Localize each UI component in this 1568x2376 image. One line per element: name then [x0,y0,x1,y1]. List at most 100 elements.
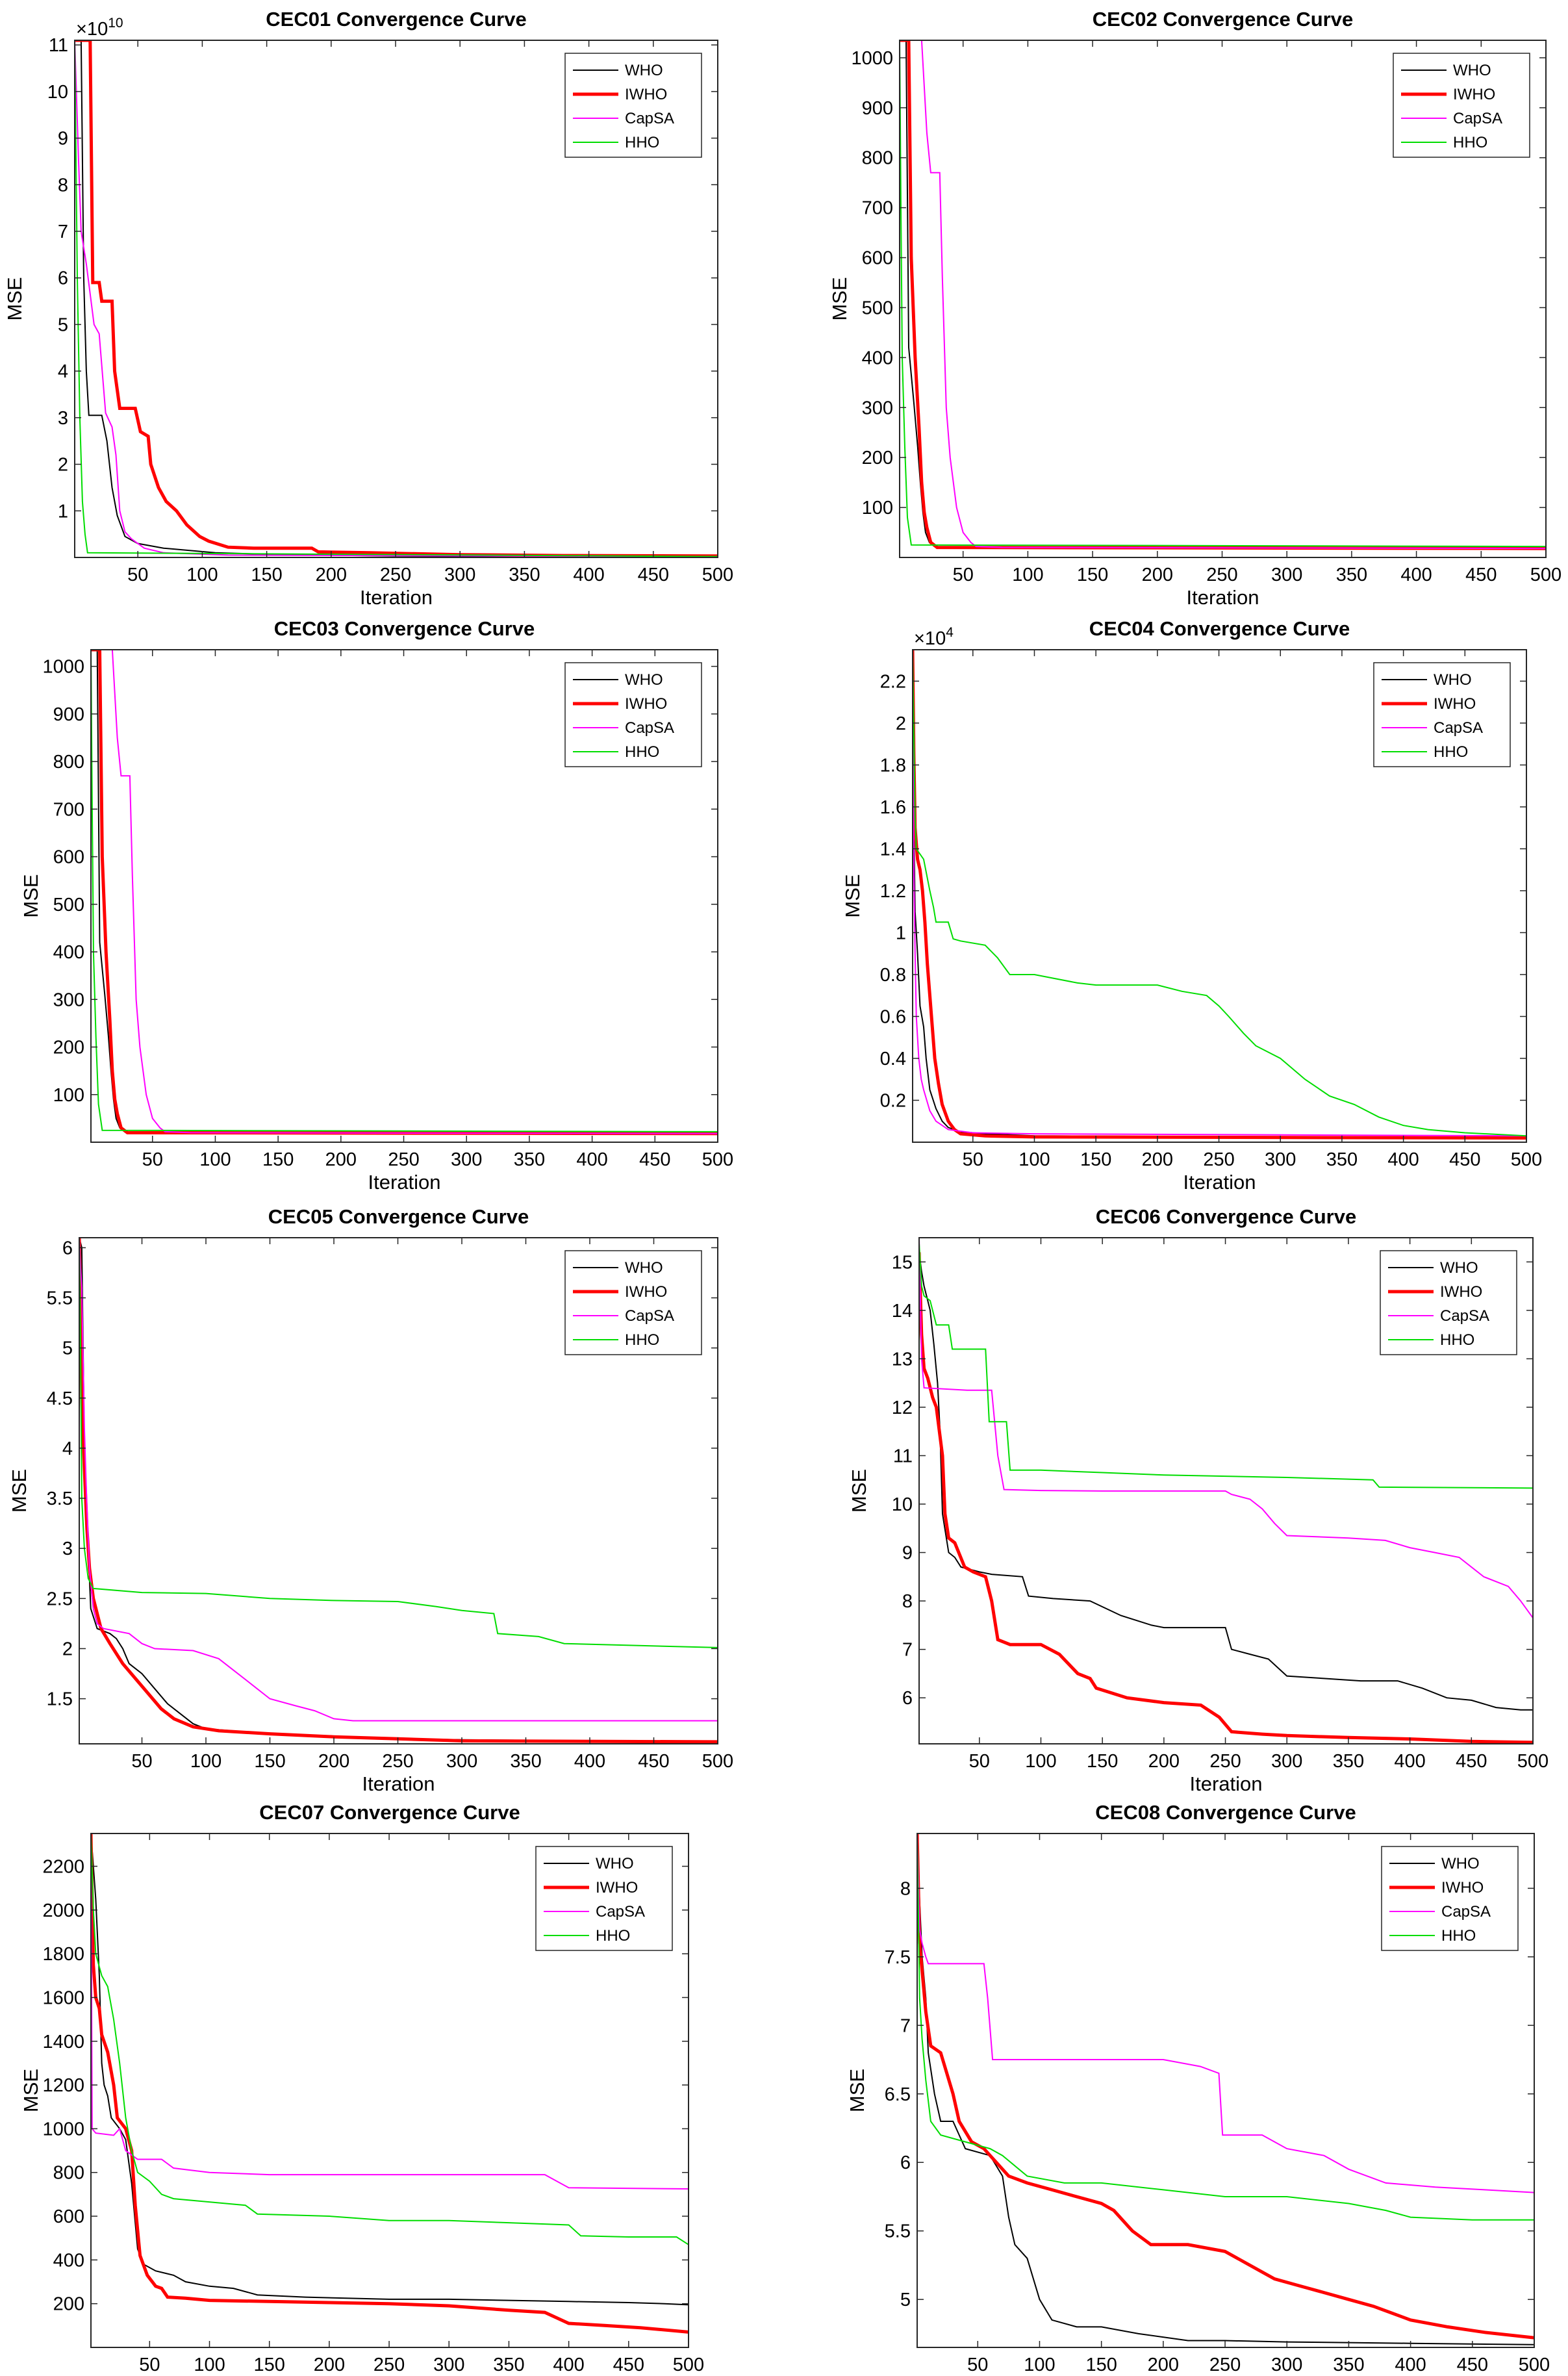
y-tick-label: 1 [896,923,906,943]
x-axis-label: Iteration [1186,586,1259,609]
series-line-hho [919,1242,1533,1489]
y-tick-label: 400 [53,2250,84,2271]
series-line-hho [913,650,1526,1137]
x-tick-label: 400 [1394,1751,1425,1772]
x-tick-label: 100 [1024,2355,1055,2375]
y-tick-label: 600 [53,2206,84,2227]
chart-title: CEC04 Convergence Curve [1089,617,1350,640]
legend-label-iwho: IWHO [625,1283,667,1301]
legend-label-who: WHO [625,671,663,689]
x-tick-label: 300 [1271,1751,1302,1772]
x-tick-label: 50 [969,1751,990,1772]
legend-label-iwho: IWHO [1441,1879,1484,1897]
y-tick-label: 1 [58,501,68,522]
x-tick-label: 450 [1457,2355,1488,2375]
x-tick-label: 400 [553,2355,584,2375]
y-tick-label: 0.2 [880,1090,906,1111]
y-tick-label: 5.5 [885,2221,911,2242]
y-tick-label: 5.5 [47,1288,73,1309]
series-line-iwho [91,1833,689,2334]
y-tick-label: 4 [62,1438,73,1459]
x-tick-label: 250 [1209,1751,1241,1772]
y-axis-label: MSE [846,2069,868,2112]
y-tick-label: 0.6 [880,1006,906,1027]
x-tick-label: 250 [382,1751,413,1772]
series-line-iwho [900,40,1546,550]
legend: WHO IWHO CapSA HHO [535,1846,673,1951]
chart-panel-8: 50 100 150 200 250 300 350 400 450 500 5 5.5 6 6.5 7 7.… [846,1801,1550,2375]
series-line-who [91,1833,689,2306]
chart-title: CEC07 Convergence Curve [259,1801,520,1824]
x-tick-label: 450 [1465,565,1497,585]
y-tick-label: 200 [862,448,893,468]
x-tick-label: 350 [493,2355,524,2375]
x-axis-label: Iteration [362,1772,435,1795]
legend-label-capsa: CapSA [625,719,674,737]
series-group [79,1238,718,1744]
x-tick-label: 250 [388,1149,419,1170]
y-axis-label: MSE [828,277,851,320]
series-group [913,650,1526,1140]
y-tick-label: 1400 [42,2032,84,2052]
y-tick-label: 4.5 [47,1388,73,1409]
x-tick-label: 200 [1142,565,1173,585]
y-tick-label: 13 [892,1349,913,1370]
y-tick-label: 2200 [42,1856,84,1877]
y-tick-label: 900 [53,704,84,725]
chart-title: CEC03 Convergence Curve [274,617,535,640]
x-tick-label: 150 [1077,565,1108,585]
x-tick-label: 500 [702,1751,733,1772]
y-tick-label: 5 [58,314,68,335]
legend-label-capsa: CapSA [1440,1307,1489,1325]
y-tick-label: 14 [892,1301,913,1322]
axes-box [79,1237,718,1744]
chart-title: CEC01 Convergence Curve [266,8,526,31]
x-tick-label: 50 [127,565,148,585]
chart-title: CEC05 Convergence Curve [268,1205,529,1228]
y-tick-label: 1000 [42,657,84,678]
x-tick-label: 150 [254,2355,285,2375]
series-group [919,1238,1533,1744]
x-tick-label: 50 [953,565,974,585]
y-axis-label: MSE [19,2069,42,2112]
series-line-hho [917,1833,1534,2221]
y-tick-label: 7.5 [885,1947,911,1968]
y-tick-label: 8 [902,1591,913,1612]
series-line-who [919,1252,1533,1711]
x-tick-label: 350 [509,565,540,585]
exponent-label: ×104 [914,625,954,649]
axes-box [90,649,718,1143]
legend: WHO IWHO CapSA HHO [1381,1846,1519,1951]
x-tick-label: 500 [702,565,733,585]
y-tick-label: 6 [902,1688,913,1709]
x-tick-label: 350 [514,1149,545,1170]
y-tick-label: 1.4 [880,839,906,860]
x-tick-label: 50 [142,1149,163,1170]
legend-label-capsa: CapSA [625,110,674,127]
y-tick-label: 1.8 [880,755,906,776]
chart-panel-4: 50 100 150 200 250 300 350 400 450 500 0.2 0.4 0.6 0.… [841,617,1542,1194]
x-tick-label: 250 [1209,2355,1241,2375]
legend: WHO IWHO CapSA HHO [1380,1250,1517,1355]
y-tick-label: 6.5 [885,2084,911,2105]
x-tick-label: 400 [1387,1149,1419,1170]
y-tick-label: 0.8 [880,965,906,986]
y-tick-label: 300 [53,990,84,1010]
series-line-capsa [913,650,1526,1137]
y-tick-label: 900 [862,98,893,119]
x-tick-label: 100 [1018,1149,1050,1170]
legend-label-capsa: CapSA [1434,719,1483,737]
x-tick-label: 200 [1148,2355,1179,2375]
x-tick-label: 450 [638,1751,669,1772]
series-line-iwho [917,1833,1534,2340]
chart-panel-5: 50 100 150 200 250 300 350 400 450 500 1.5 2 2.5 3 3.5… [8,1205,733,1795]
x-tick-label: 250 [1203,1149,1234,1170]
legend-label-iwho: IWHO [1440,1283,1482,1301]
x-tick-label: 50 [963,1149,983,1170]
series-line-capsa [75,40,718,557]
legend: WHO IWHO CapSA HHO [564,1250,702,1355]
y-tick-label: 3 [58,408,68,429]
y-tick-label: 2.5 [47,1589,73,1609]
x-tick-label: 200 [318,1751,349,1772]
y-tick-label: 4 [58,361,68,382]
